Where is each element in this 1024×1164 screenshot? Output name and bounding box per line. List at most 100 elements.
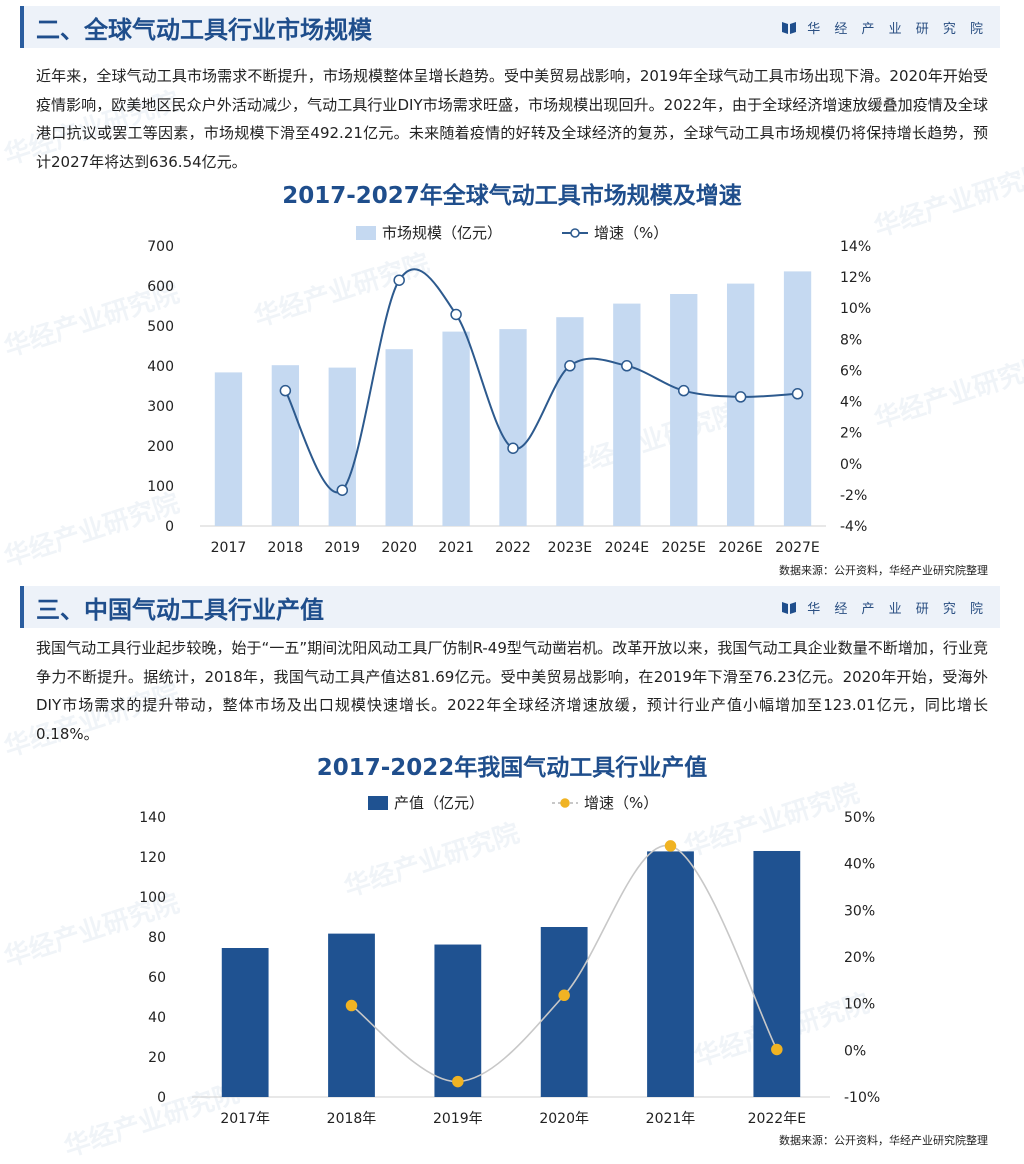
growth-point (664, 840, 677, 852)
y-tick-label-right: 2% (840, 426, 862, 442)
x-tick-label: 2018 (268, 540, 304, 556)
bar (442, 331, 470, 526)
y-tick-label-right: 10% (840, 301, 871, 317)
x-tick-label: 2026E (718, 540, 762, 556)
growth-point (507, 442, 519, 454)
growth-point (450, 308, 462, 321)
y-tick-label-right: 40% (844, 857, 875, 873)
growth-line (351, 844, 778, 1083)
chart-global-market: 0 100 200 300 400 500 600 700 -4% -2% 0% 2% 4% 6% 8% 10… (147, 224, 871, 556)
y-tick-label-left: 140 (139, 810, 166, 826)
x-tick-label: 2020 (381, 540, 417, 556)
section-title: 二、全球气动工具行业市场规模 (36, 15, 372, 44)
growth-line (284, 268, 798, 494)
y-tick-label-right: -2% (840, 488, 867, 504)
y-tick-label-right: 50% (844, 810, 875, 826)
x-tick-label: 2018年 (327, 1111, 377, 1127)
bar (647, 851, 694, 1097)
x-tick-label: 2019 (324, 540, 360, 556)
x-tick-label: 2022 (495, 540, 531, 556)
y-tick-label-left: 100 (147, 479, 174, 495)
data-source: 数据来源：公开资料，华经产业研究院整理 (779, 1134, 988, 1147)
y-tick-label-left: 600 (147, 279, 174, 295)
bar (385, 349, 413, 526)
growth-point (279, 384, 292, 397)
legend-label: 市场规模（亿元） (382, 224, 502, 242)
growth-point (791, 388, 804, 400)
bar (328, 933, 375, 1097)
bar (499, 329, 527, 526)
section-title: 三、中国气动工具行业产值 (36, 595, 324, 624)
y-tick-label-right: 8% (840, 332, 862, 348)
legend-bar-swatch (356, 226, 376, 240)
y-tick-label-left: 0 (165, 519, 174, 535)
growth-point (677, 384, 690, 397)
y-tick-label-left: 700 (147, 239, 174, 255)
x-tick-label: 2017 (211, 540, 247, 556)
growth-point (621, 360, 633, 372)
x-tick-label: 2022年E (748, 1111, 806, 1127)
brand-logo-icon (782, 602, 797, 614)
y-tick-label-left: 500 (147, 319, 174, 335)
paragraph-global-market: 近年来，全球气动工具市场需求不断提升，市场规模整体呈增长趋势。受中美贸易战影响，… (36, 67, 988, 171)
y-tick-label-right: 0% (840, 457, 862, 473)
bar (726, 283, 755, 526)
growth-point (452, 1075, 464, 1088)
growth-point (734, 391, 747, 403)
legend-bar-swatch (368, 796, 388, 810)
x-tick-label: 2027E (775, 540, 819, 556)
y-tick-label-left: 20 (148, 1050, 166, 1066)
x-tick-label: 2017年 (220, 1111, 270, 1127)
chart-title: 2017-2027年全球气动工具市场规模及增速 (282, 183, 742, 209)
section-header-china: 三、中国气动工具行业产值 华 经 产 业 研 究 院 (20, 586, 1000, 628)
brand-name: 华 经 产 业 研 究 院 (807, 21, 988, 37)
growth-point (558, 989, 570, 1002)
bar (214, 372, 243, 526)
legend-line-marker (570, 228, 580, 238)
growth-point (771, 1043, 783, 1056)
y-tick-label-right: 20% (844, 950, 875, 966)
legend-line-marker (560, 798, 570, 808)
paragraph-china-output: 我国气动工具行业起步较晚，始于“一五”期间沈阳风动工具厂仿制R-49型气动凿岩机… (36, 639, 988, 743)
x-tick-label: 2019年 (433, 1111, 483, 1127)
growth-point (564, 360, 576, 372)
bar (613, 303, 641, 526)
y-tick-label-right: 4% (840, 395, 862, 411)
bar (753, 850, 801, 1097)
brand-logo: 华 经 产 业 研 究 院 (781, 18, 1000, 37)
y-tick-label-right: 14% (840, 239, 871, 255)
legend-label: 增速（%） (594, 224, 668, 242)
bar (328, 367, 356, 526)
bar (540, 927, 588, 1097)
chart-title: 2017-2022年我国气动工具行业产值 (316, 755, 708, 781)
legend-label: 增速（%） (584, 794, 658, 812)
bar (556, 317, 584, 526)
y-tick-label-left: 300 (147, 399, 174, 415)
bar (434, 944, 482, 1097)
bar (221, 948, 269, 1097)
y-tick-label-left: 0 (157, 1090, 166, 1106)
y-tick-label-left: 80 (148, 930, 166, 946)
growth-point (393, 274, 405, 286)
y-tick-label-left: 400 (147, 359, 174, 375)
growth-point (345, 999, 358, 1012)
x-tick-label: 2023E (548, 540, 592, 556)
y-tick-label-left: 40 (148, 1010, 166, 1026)
y-tick-label-right: 0% (844, 1043, 866, 1059)
data-source: 数据来源：公开资料，华经产业研究院整理 (779, 564, 988, 577)
x-tick-label: 2025E (661, 540, 705, 556)
brand-logo-icon (782, 22, 797, 34)
bar (670, 294, 698, 526)
x-tick-label: 2020年 (539, 1111, 589, 1127)
brand-logo: 华 经 产 业 研 究 院 (781, 598, 1000, 617)
brand-name: 华 经 产 业 研 究 院 (807, 601, 988, 617)
y-tick-label-right: -4% (840, 519, 867, 535)
y-tick-label-left: 60 (148, 970, 166, 986)
x-tick-label: 2021年 (646, 1111, 696, 1127)
x-tick-label: 2021 (438, 540, 474, 556)
growth-point (336, 484, 349, 496)
y-tick-label-right: 6% (840, 363, 862, 379)
y-tick-label-left: 100 (139, 890, 166, 906)
y-tick-label-right: 12% (840, 270, 871, 286)
x-tick-label: 2024E (605, 540, 649, 556)
